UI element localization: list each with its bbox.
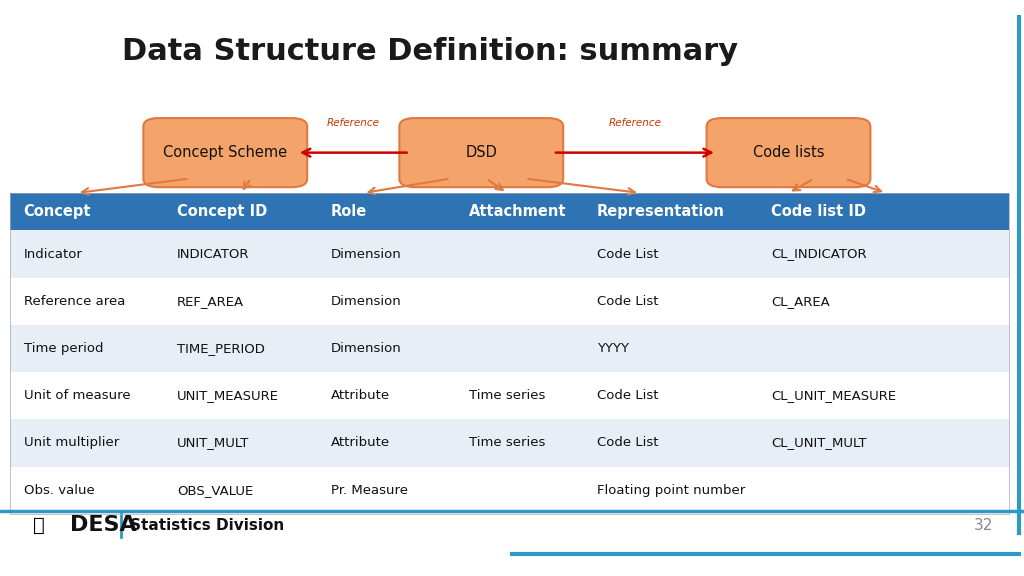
Text: Dimension: Dimension xyxy=(331,295,401,308)
Text: INDICATOR: INDICATOR xyxy=(177,248,250,260)
Text: UNIT_MEASURE: UNIT_MEASURE xyxy=(177,389,280,402)
Text: Concept: Concept xyxy=(24,204,91,219)
Text: Code List: Code List xyxy=(597,248,658,260)
Text: DSD: DSD xyxy=(465,145,498,160)
Text: 32: 32 xyxy=(974,518,993,533)
Text: Role: Role xyxy=(331,204,367,219)
Text: 🌐: 🌐 xyxy=(33,516,45,535)
Text: Data Structure Definition: summary: Data Structure Definition: summary xyxy=(122,37,738,66)
Text: REF_AREA: REF_AREA xyxy=(177,295,245,308)
Text: Unit multiplier: Unit multiplier xyxy=(24,437,119,449)
Text: Representation: Representation xyxy=(597,204,725,219)
Text: YYYY: YYYY xyxy=(597,342,629,355)
FancyBboxPatch shape xyxy=(10,467,1009,514)
Text: Reference: Reference xyxy=(327,118,380,128)
FancyBboxPatch shape xyxy=(10,278,1009,325)
Text: Code List: Code List xyxy=(597,437,658,449)
Text: Time series: Time series xyxy=(469,389,546,402)
Text: OBS_VALUE: OBS_VALUE xyxy=(177,484,253,497)
Text: Time series: Time series xyxy=(469,437,546,449)
Text: Concept ID: Concept ID xyxy=(177,204,267,219)
Text: Pr. Measure: Pr. Measure xyxy=(331,484,408,497)
Text: CL_UNIT_MEASURE: CL_UNIT_MEASURE xyxy=(771,389,896,402)
Text: Code List: Code List xyxy=(597,389,658,402)
Text: Reference area: Reference area xyxy=(24,295,125,308)
Text: UNIT_MULT: UNIT_MULT xyxy=(177,437,250,449)
FancyBboxPatch shape xyxy=(10,193,1009,230)
FancyBboxPatch shape xyxy=(10,230,1009,278)
Text: Indicator: Indicator xyxy=(24,248,82,260)
Text: DESA: DESA xyxy=(70,516,136,535)
Text: Attachment: Attachment xyxy=(469,204,566,219)
Text: Code List: Code List xyxy=(597,295,658,308)
Text: Unit of measure: Unit of measure xyxy=(24,389,130,402)
Text: Obs. value: Obs. value xyxy=(24,484,94,497)
FancyBboxPatch shape xyxy=(707,118,870,187)
Text: CL_UNIT_MULT: CL_UNIT_MULT xyxy=(771,437,866,449)
Text: CL_INDICATOR: CL_INDICATOR xyxy=(771,248,866,260)
Text: Statistics Division: Statistics Division xyxy=(130,518,285,533)
Text: Dimension: Dimension xyxy=(331,248,401,260)
Text: Dimension: Dimension xyxy=(331,342,401,355)
FancyBboxPatch shape xyxy=(10,372,1009,419)
Text: Attribute: Attribute xyxy=(331,437,390,449)
FancyBboxPatch shape xyxy=(10,325,1009,372)
Text: Reference: Reference xyxy=(608,118,662,128)
Text: Floating point number: Floating point number xyxy=(597,484,745,497)
Text: Concept Scheme: Concept Scheme xyxy=(163,145,288,160)
Text: TIME_PERIOD: TIME_PERIOD xyxy=(177,342,265,355)
Text: CL_AREA: CL_AREA xyxy=(771,295,829,308)
Text: Code lists: Code lists xyxy=(753,145,824,160)
FancyBboxPatch shape xyxy=(10,419,1009,467)
FancyBboxPatch shape xyxy=(143,118,307,187)
Text: Attribute: Attribute xyxy=(331,389,390,402)
Text: Code list ID: Code list ID xyxy=(771,204,866,219)
FancyBboxPatch shape xyxy=(399,118,563,187)
Text: Time period: Time period xyxy=(24,342,103,355)
